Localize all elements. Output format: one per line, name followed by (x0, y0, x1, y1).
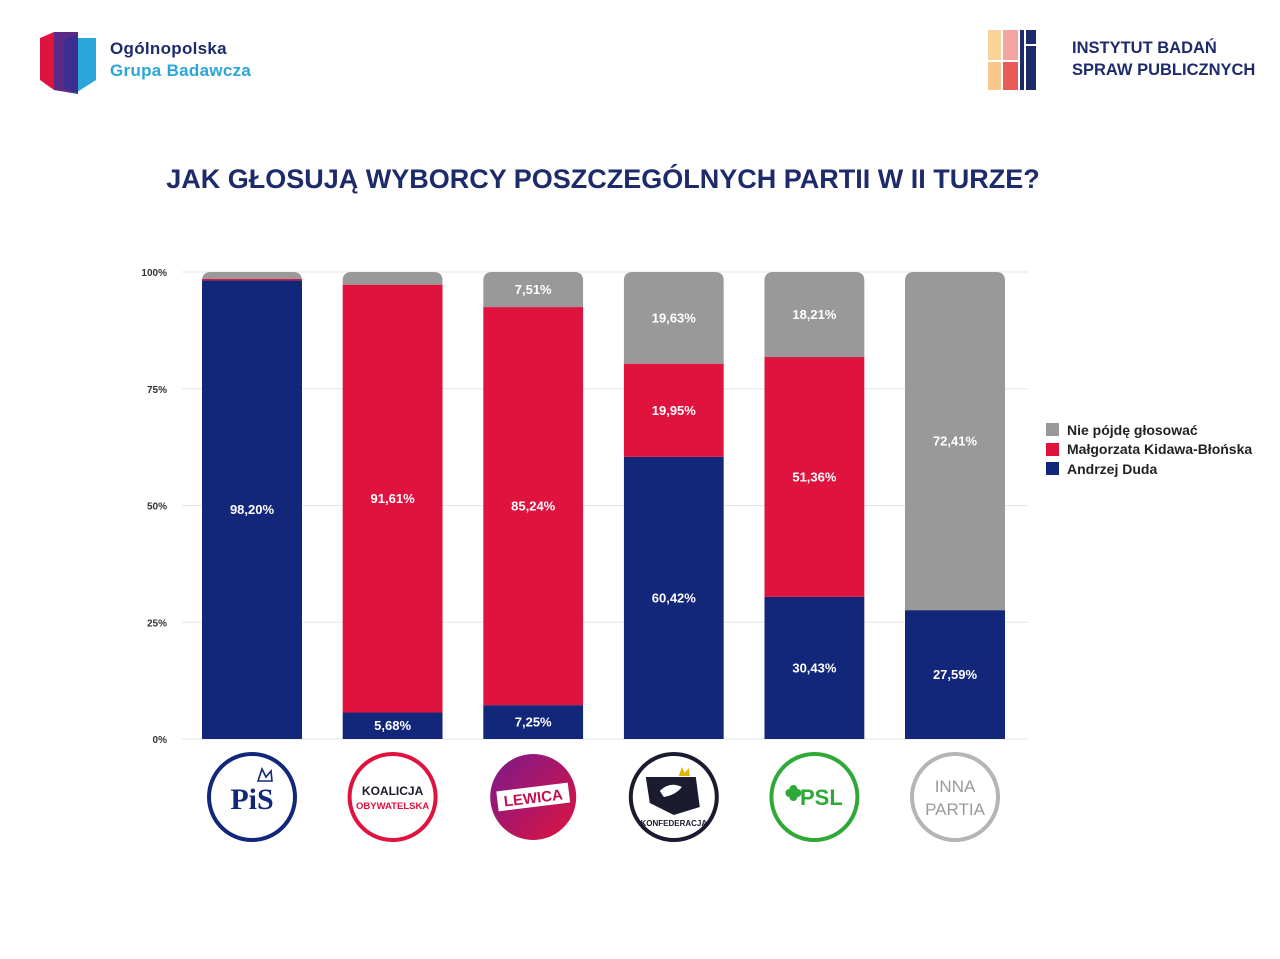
legend-label: Nie pójdę głosować (1067, 421, 1198, 438)
bar-segment-andrzej-duda (764, 596, 865, 739)
party-logo: KONFEDERACJA (628, 752, 719, 842)
bar-stack: 5,68% 91,61% (342, 272, 443, 739)
left-logo-line1: Ogólnopolska (110, 39, 227, 58)
bar-stack: 27,59% 72,41% (905, 272, 1005, 739)
bar-segment-andrzej-duda (202, 280, 302, 739)
party-logo-text: KOALICJA (362, 784, 424, 798)
bar-stack: 60,42% 19,95% 19,63% (623, 272, 724, 739)
data-label: 30,43% (792, 660, 837, 675)
legend-item-nie-pojde: Nie pójdę głosować (1046, 420, 1252, 440)
party-logo-text: KONFEDERACJA (640, 819, 707, 828)
bar-segment-nie-p-jd-g-osowa- (342, 272, 443, 285)
data-label: 91,61% (371, 491, 416, 506)
data-label: 19,95% (652, 403, 697, 418)
y-tick-label: 50% (147, 502, 167, 513)
legend-label: Małgorzata Kidawa-Błońska (1067, 441, 1253, 458)
party-logo-ring (769, 752, 860, 842)
party-logo: PSL (769, 752, 860, 842)
bar-segment-ma-gorzata-kidawa-b-o-ska (623, 363, 724, 457)
party-logo: KOALICJA OBYWATELSKA (347, 752, 438, 842)
chart-legend: Nie pójdę głosować Małgorzata Kidawa-Bło… (1046, 420, 1252, 479)
isp-emblem-icon (988, 30, 1036, 90)
bar-stack: 98,20% (202, 272, 302, 739)
legend-swatch (1046, 462, 1059, 476)
bar-segment-ma-gorzata-kidawa-b-o-ska (764, 357, 865, 597)
bar-segment-andrzej-duda (483, 705, 584, 739)
bar-segment-ma-gorzata-kidawa-b-o-ska (202, 279, 302, 281)
party-logo-text: PSL (800, 785, 843, 810)
data-label: 51,36% (792, 469, 837, 484)
legend-swatch (1046, 423, 1059, 437)
ogolnopolska-grupa-badawcza-logo: Ogólnopolska Grupa Badawcza (38, 30, 288, 96)
bar-segment-andrzej-duda (342, 712, 443, 739)
clover-icon (785, 785, 802, 801)
y-tick-label: 75% (147, 385, 167, 396)
y-tick-label: 0% (153, 735, 168, 746)
party-logo-ring (347, 752, 438, 842)
party-logo: INNA PARTIA (910, 752, 1000, 842)
bar-segment-nie-p-jd-g-osowa- (483, 272, 584, 308)
party-logo: LEWICA (490, 754, 577, 840)
party-logo: PiS (207, 752, 297, 842)
data-label: 7,25% (515, 715, 552, 730)
data-label: 27,59% (933, 667, 978, 682)
chart-title: JAK GŁOSUJĄ WYBORCY POSZCZEGÓLNYCH PARTI… (166, 164, 1040, 194)
data-label: 7,51% (515, 282, 552, 297)
bar-segment-nie-p-jd-g-osowa- (202, 272, 302, 280)
right-logo-line1: INSTYTUT BADAŃ (1072, 39, 1217, 57)
right-logo-line2: SPRAW PUBLICZNYCH (1072, 61, 1256, 79)
y-tick-label: 100% (141, 268, 167, 279)
left-logo-line2: Grupa Badawcza (110, 61, 252, 80)
legend-item-duda: Andrzej Duda (1046, 459, 1252, 479)
bar-stack: 7,25% 85,24% 7,51% (483, 272, 584, 739)
eagle-shield-icon (645, 777, 700, 815)
crown-icon (256, 766, 273, 782)
data-label: 5,68% (374, 718, 411, 733)
data-label: 19,63% (652, 310, 697, 325)
isp-logo: INSTYTUT BADAŃ SPRAW PUBLICZNYCH (988, 28, 1258, 94)
crown-icon (678, 767, 690, 776)
party-logo-ring (910, 752, 1000, 842)
party-logo-text: OBYWATELSKA (356, 801, 429, 812)
data-label: 18,21% (792, 307, 837, 322)
party-logo-ring (207, 752, 297, 842)
party-logo-text: PiS (230, 783, 273, 816)
legend-label: Andrzej Duda (1067, 460, 1158, 477)
ogb-emblem-icon (40, 32, 96, 94)
bar-segment-andrzej-duda (623, 456, 724, 739)
party-logo-text: PARTIA (925, 800, 985, 819)
bar-segment-nie-p-jd-g-osowa- (905, 272, 1005, 611)
data-label: 72,41% (933, 434, 978, 449)
eagle-icon (659, 784, 682, 797)
bar-segment-andrzej-duda (905, 610, 1005, 739)
bar-segment-nie-p-jd-g-osowa- (623, 272, 724, 364)
bar-segment-ma-gorzata-kidawa-b-o-ska (342, 284, 443, 713)
bar-segment-ma-gorzata-kidawa-b-o-ska (483, 307, 584, 706)
data-label: 85,24% (511, 499, 556, 514)
legend-item-kidawa: Małgorzata Kidawa-Błońska (1046, 440, 1252, 460)
party-logo-band (496, 782, 571, 812)
data-label: 98,20% (230, 502, 275, 517)
bar-segment-nie-p-jd-g-osowa- (764, 272, 865, 358)
party-logo-text: INNA (935, 777, 976, 796)
data-label: 60,42% (652, 590, 697, 605)
legend-swatch (1046, 442, 1059, 456)
bar-stack: 30,43% 51,36% 18,21% (764, 272, 865, 739)
y-tick-label: 25% (147, 618, 167, 629)
